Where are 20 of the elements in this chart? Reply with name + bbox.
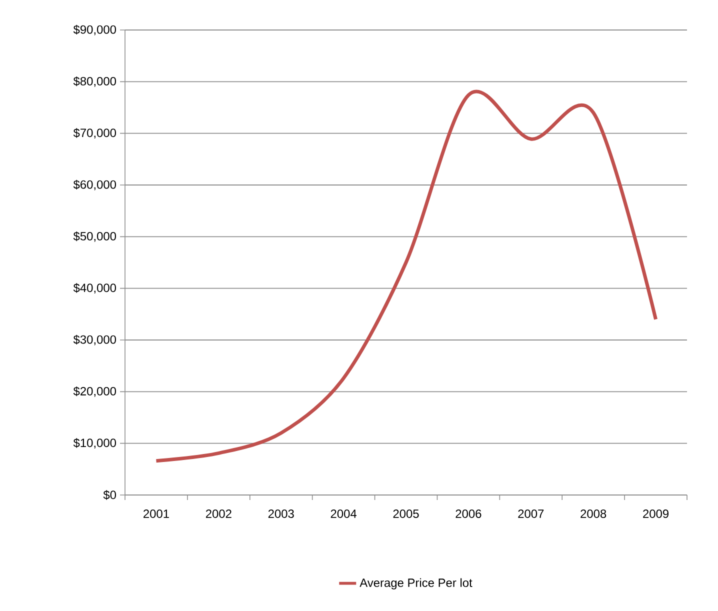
x-tick-label: 2001 xyxy=(144,510,169,518)
y-tick-label: $30,000 xyxy=(73,334,116,346)
y-tick-label: $90,000 xyxy=(73,24,116,36)
y-tick-label: $70,000 xyxy=(73,128,116,139)
x-tick-label: 2003 xyxy=(268,510,294,518)
x-tick-label: 2002 xyxy=(206,510,232,518)
y-tick-label: $20,000 xyxy=(73,386,116,397)
y-tick-label: $80,000 xyxy=(73,76,116,87)
x-tick-label: 2006 xyxy=(456,510,482,518)
y-tick-label: $50,000 xyxy=(73,231,116,242)
x-tick-label: 2009 xyxy=(643,510,669,518)
x-tick-label: 2008 xyxy=(580,510,606,518)
x-tick-label: 2005 xyxy=(393,510,419,518)
y-tick-label: $0 xyxy=(103,490,116,500)
legend-label: Average Price Per lot xyxy=(360,578,472,590)
x-tick-label: 2004 xyxy=(330,510,356,518)
y-tick-label: $60,000 xyxy=(73,180,116,190)
x-tick-label: 2007 xyxy=(518,510,544,518)
y-tick-label: $40,000 xyxy=(73,283,116,294)
y-tick-label: $10,000 xyxy=(73,438,116,449)
